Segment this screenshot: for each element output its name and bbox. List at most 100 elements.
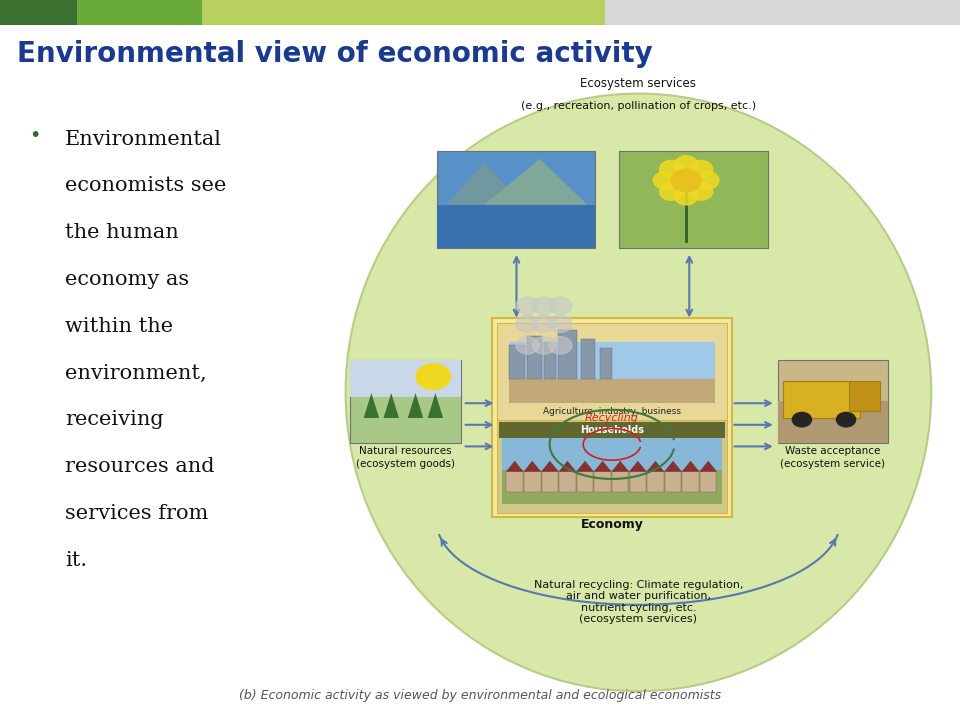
Polygon shape	[664, 462, 682, 472]
Circle shape	[533, 337, 556, 354]
Bar	[647, 472, 663, 492]
Text: receiving: receiving	[65, 410, 164, 429]
Bar	[77, 0, 202, 25]
Text: within the: within the	[65, 317, 174, 336]
Polygon shape	[428, 393, 444, 418]
Polygon shape	[612, 462, 629, 472]
Bar	[605, 0, 960, 25]
Circle shape	[516, 315, 539, 333]
Text: the human: the human	[65, 223, 179, 242]
Bar	[560, 472, 576, 492]
Text: resources and: resources and	[65, 457, 215, 476]
Circle shape	[836, 413, 855, 427]
Circle shape	[660, 183, 683, 200]
Text: environment,: environment,	[65, 364, 207, 382]
FancyBboxPatch shape	[437, 151, 595, 248]
Bar	[499, 422, 725, 438]
Bar	[850, 381, 880, 411]
Text: Natural recycling: Climate regulation,
air and water purification,
nutrient cycl: Natural recycling: Climate regulation, a…	[534, 580, 743, 624]
Bar	[202, 0, 605, 25]
Bar	[350, 360, 461, 397]
Polygon shape	[507, 462, 523, 472]
Circle shape	[792, 413, 811, 427]
Bar	[778, 402, 888, 443]
Polygon shape	[408, 393, 423, 418]
Text: Natural resources: Natural resources	[359, 446, 452, 456]
Text: Waste acceptance: Waste acceptance	[785, 446, 880, 456]
Circle shape	[533, 315, 556, 333]
Bar	[600, 348, 612, 379]
Bar	[783, 381, 860, 418]
Bar	[507, 472, 523, 492]
Text: it.: it.	[65, 551, 87, 570]
Bar	[541, 472, 558, 492]
Circle shape	[549, 297, 572, 315]
FancyBboxPatch shape	[778, 360, 888, 443]
Bar	[502, 436, 722, 470]
Polygon shape	[594, 462, 611, 472]
Bar	[559, 330, 577, 379]
Polygon shape	[524, 462, 540, 472]
Circle shape	[516, 337, 539, 354]
Bar	[509, 379, 715, 403]
Bar	[581, 339, 595, 379]
Bar	[524, 472, 540, 492]
Polygon shape	[700, 462, 716, 472]
Text: (e.g., recreation, pollination of crops, etc.): (e.g., recreation, pollination of crops,…	[521, 101, 756, 111]
Polygon shape	[446, 163, 524, 204]
Bar	[509, 342, 715, 379]
Text: economists see: economists see	[65, 176, 227, 195]
FancyBboxPatch shape	[492, 318, 732, 517]
Circle shape	[675, 187, 698, 205]
Circle shape	[689, 161, 712, 178]
Text: (b) Economic activity as viewed by environmental and ecological economists: (b) Economic activity as viewed by envir…	[239, 689, 721, 702]
FancyBboxPatch shape	[350, 360, 461, 443]
Circle shape	[696, 171, 719, 189]
Bar	[437, 204, 595, 248]
Bar	[612, 472, 629, 492]
Text: Environmental: Environmental	[65, 130, 223, 148]
Polygon shape	[541, 462, 558, 472]
FancyBboxPatch shape	[497, 323, 727, 423]
Bar	[509, 346, 525, 379]
Circle shape	[549, 337, 572, 354]
Ellipse shape	[346, 94, 931, 691]
FancyBboxPatch shape	[619, 151, 768, 248]
Bar	[0, 0, 77, 25]
Text: Recycling: Recycling	[585, 413, 639, 423]
FancyBboxPatch shape	[497, 420, 727, 513]
Polygon shape	[683, 462, 699, 472]
Text: economy as: economy as	[65, 270, 189, 289]
Text: •: •	[29, 126, 40, 145]
Text: services from: services from	[65, 504, 208, 523]
Circle shape	[416, 364, 450, 390]
Circle shape	[671, 169, 701, 192]
Polygon shape	[647, 462, 663, 472]
Text: Economy: Economy	[581, 518, 643, 531]
Bar	[630, 472, 646, 492]
Bar	[683, 472, 699, 492]
Circle shape	[689, 183, 712, 200]
Circle shape	[660, 161, 683, 178]
Polygon shape	[630, 462, 646, 472]
Bar	[527, 336, 541, 379]
Polygon shape	[364, 393, 379, 418]
Polygon shape	[560, 462, 576, 472]
Circle shape	[549, 315, 572, 333]
Bar	[502, 470, 722, 504]
Circle shape	[516, 297, 539, 315]
Polygon shape	[485, 159, 588, 204]
Text: Agriculture, industry, business: Agriculture, industry, business	[543, 407, 681, 415]
Bar	[544, 342, 556, 379]
Bar	[700, 472, 716, 492]
Text: Ecosystem services: Ecosystem services	[581, 77, 696, 90]
Circle shape	[654, 171, 677, 189]
Text: Households: Households	[580, 425, 644, 435]
Text: Environmental view of economic activity: Environmental view of economic activity	[17, 40, 653, 68]
Text: (ecosystem service): (ecosystem service)	[780, 459, 885, 469]
Circle shape	[533, 297, 556, 315]
Bar	[594, 472, 611, 492]
Polygon shape	[383, 393, 399, 418]
Polygon shape	[577, 462, 593, 472]
Text: (ecosystem goods): (ecosystem goods)	[356, 459, 455, 469]
